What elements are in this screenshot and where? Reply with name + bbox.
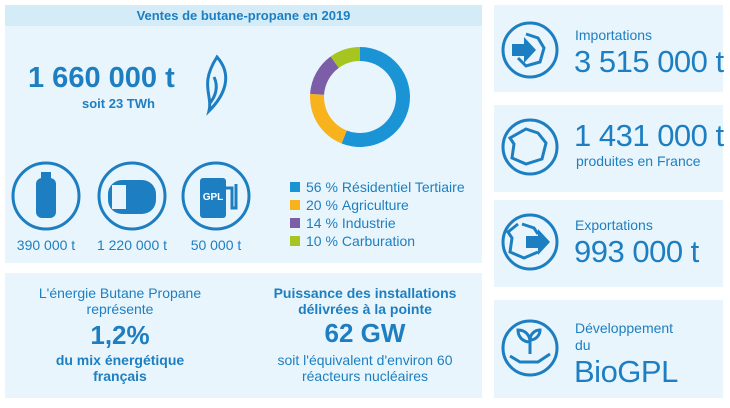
imports-icon [501,21,559,79]
product-amount: 50 000 t [190,237,242,253]
donut-segment [310,93,347,144]
sales-energy: soit 23 TWh [82,96,155,111]
donut-segment [341,47,410,147]
header-title: Ventes de butane-propane en 2019 [5,5,482,26]
legend-swatch [290,218,300,228]
exports-value: 993 000 t [574,234,699,269]
legend-entry: 14 % Industrie [290,214,465,232]
legend-label: Carburation [341,233,416,249]
imports-value: 3 515 000 t [574,44,724,79]
biogpl-label: du [575,337,591,353]
biogpl-value: BioGPL [574,354,678,389]
legend-swatch [290,200,300,210]
stats-panel [5,273,482,398]
flame-icon [206,54,228,116]
legend-entry: 56 % Résidentiel Tertiaire [290,178,465,196]
share-value: 1,2% [90,320,150,350]
biogpl-panel [494,300,723,398]
legend-swatch [290,236,300,246]
power-value: 62 GW [324,318,406,348]
legend-label: Agriculture [341,197,409,213]
share-intro: L'énergie Butane Propane représente [38,285,202,317]
product-amount: 1 220 000 t [96,237,168,253]
legend-value: 14 % [306,215,338,231]
share-caption: du mix énergétique français [55,352,185,384]
legend-label: Industrie [341,215,396,231]
production-label: produites en France [576,153,701,169]
legend-entry: 20 % Agriculture [290,196,465,214]
production-value: 1 431 000 t [574,118,724,153]
legend-label: Résidentiel Tertiaire [341,179,465,195]
legend-value: 10 % [306,233,338,249]
exports-label: Exportations [575,217,653,233]
donut-chart [310,47,410,147]
biogpl-icon [501,319,559,377]
donut-segment [330,47,360,68]
legend-value: 20 % [306,197,338,213]
biogpl-label: Développement [575,320,674,336]
production-icon [501,118,559,176]
legend-value: 56 % [306,179,338,195]
gpl-icon-label: GPL [203,192,224,203]
donut-segment [310,56,339,95]
legend-swatch [290,182,300,192]
exports-icon [501,213,559,271]
power-caption: soit l'équivalent d'environ 60 réacteurs… [277,352,453,384]
sales-total: 1 660 000 t [28,62,175,94]
sales-panel [5,5,482,263]
product-amount: 390 000 t [16,237,76,253]
power-intro: Puissance des installations délivrées à … [273,285,457,317]
product-icons: GPL [11,161,251,231]
legend: 56 % Résidentiel Tertiaire 20 % Agriculture… [290,178,465,250]
imports-label: Importations [575,27,653,43]
legend-entry: 10 % Carburation [290,232,465,250]
